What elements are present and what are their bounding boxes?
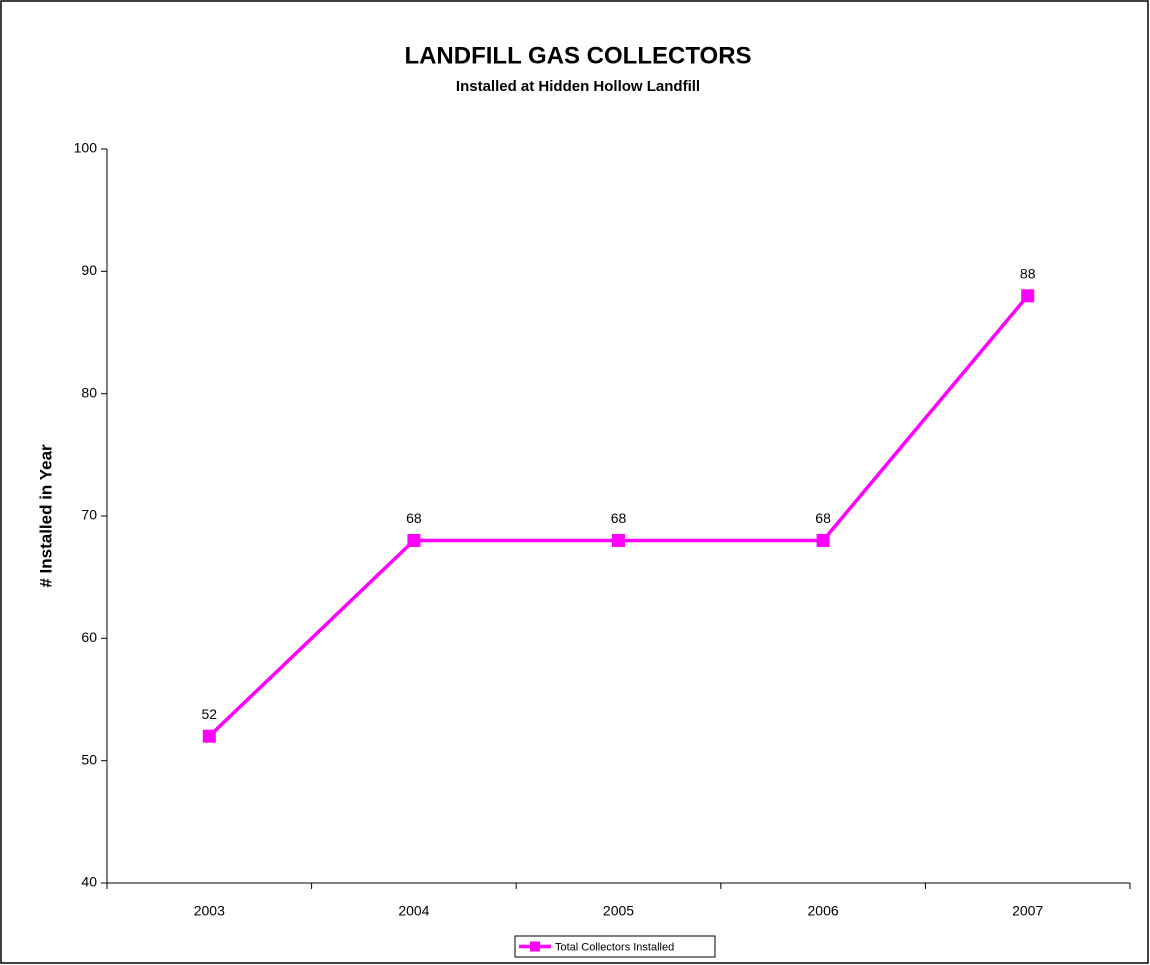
y-tick-label: 80 bbox=[81, 384, 97, 400]
x-tick-label: 2004 bbox=[398, 903, 429, 919]
data-label: 88 bbox=[1020, 266, 1036, 282]
y-tick-label: 70 bbox=[81, 507, 97, 523]
legend-label: Total Collectors Installed bbox=[555, 941, 674, 953]
legend-marker bbox=[530, 941, 540, 952]
data-label: 68 bbox=[611, 510, 627, 526]
point-marker bbox=[202, 729, 216, 743]
point-marker bbox=[612, 533, 625, 547]
point-marker bbox=[407, 533, 421, 547]
data-label: 52 bbox=[202, 706, 218, 722]
y-tick-label: 60 bbox=[81, 629, 97, 645]
x-tick-label: 2005 bbox=[603, 903, 634, 919]
y-tick-label: 100 bbox=[74, 140, 98, 156]
data-label: 68 bbox=[406, 510, 422, 526]
y-tick-label: 50 bbox=[81, 751, 97, 767]
x-tick-label: 2007 bbox=[1012, 903, 1043, 919]
chart-subtitle: Installed at Hidden Hollow Landfill bbox=[456, 78, 700, 95]
point-marker bbox=[1021, 289, 1035, 303]
y-axis-label: # Installed in Year bbox=[36, 444, 55, 588]
y-tick-label: 40 bbox=[81, 874, 97, 890]
x-tick-label: 2006 bbox=[808, 903, 839, 919]
data-label: 68 bbox=[815, 510, 831, 526]
x-tick-label: 2003 bbox=[194, 903, 225, 919]
chart-title: LANDFILL GAS COLLECTORS bbox=[404, 42, 751, 69]
point-marker bbox=[816, 533, 830, 547]
legend-box bbox=[514, 935, 716, 958]
y-tick-label: 90 bbox=[81, 262, 97, 278]
